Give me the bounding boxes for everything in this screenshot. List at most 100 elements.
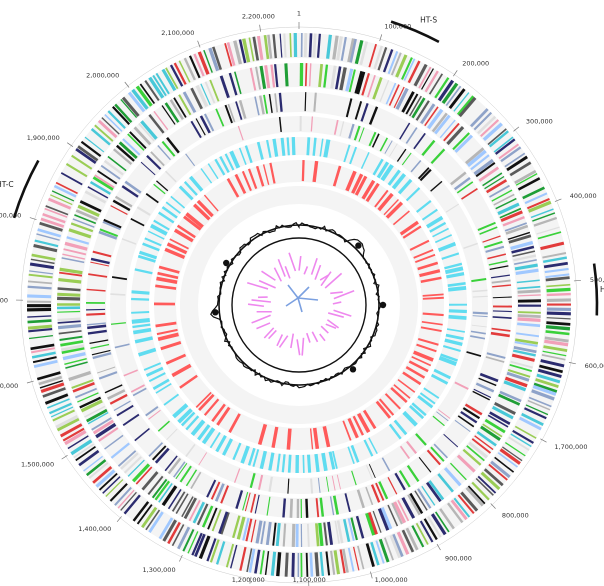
gene-mark bbox=[475, 382, 495, 393]
gene-mark bbox=[473, 158, 494, 176]
gene-mark bbox=[143, 362, 162, 371]
gene-mark bbox=[86, 408, 108, 423]
gene-mark bbox=[27, 280, 53, 285]
gene-mark bbox=[405, 527, 419, 551]
gene-mark bbox=[27, 319, 52, 324]
gene-mark bbox=[42, 212, 66, 224]
gene-mark bbox=[439, 508, 455, 530]
gene-mark bbox=[272, 138, 279, 157]
gene-mark bbox=[437, 409, 451, 419]
gene-mark bbox=[491, 327, 511, 332]
gene-mark bbox=[86, 312, 106, 316]
gene-mark bbox=[380, 164, 394, 182]
gene-mark bbox=[331, 475, 336, 491]
gene-mark bbox=[362, 409, 377, 430]
gene-mark bbox=[90, 343, 110, 350]
gene-mark bbox=[497, 452, 518, 468]
gene-mark bbox=[60, 344, 85, 352]
gene-mark bbox=[36, 233, 60, 241]
gene-mark bbox=[133, 126, 152, 146]
coordinate-label: 1,200,000 bbox=[232, 576, 265, 584]
gene-mark bbox=[330, 65, 337, 89]
gene-mark bbox=[319, 551, 325, 577]
gene-mark bbox=[27, 285, 52, 290]
gene-mark bbox=[257, 423, 268, 446]
gene-mark bbox=[336, 36, 343, 61]
gene-mark bbox=[181, 496, 194, 518]
gene-mark bbox=[436, 411, 449, 422]
gene-mark bbox=[92, 250, 112, 258]
gene-mark bbox=[63, 248, 87, 256]
gene-mark bbox=[162, 519, 178, 542]
gene-mark bbox=[157, 332, 179, 342]
gene-mark bbox=[110, 293, 126, 296]
gene-mark bbox=[34, 239, 59, 248]
gene-mark bbox=[140, 120, 158, 140]
inner-blue-mark bbox=[297, 297, 319, 301]
gene-mark bbox=[29, 270, 54, 275]
gene-mark bbox=[470, 154, 490, 171]
gene-mark bbox=[148, 372, 166, 383]
gene-mark bbox=[524, 192, 548, 205]
gene-mark bbox=[545, 325, 571, 331]
gene-mark bbox=[123, 369, 138, 377]
gene-mark bbox=[344, 493, 351, 513]
gene-mark bbox=[470, 335, 486, 340]
gene-mark bbox=[161, 140, 176, 157]
gene-mark bbox=[95, 469, 116, 488]
gene-mark bbox=[140, 161, 156, 176]
gene-mark bbox=[185, 153, 196, 167]
gene-mark bbox=[30, 343, 55, 351]
gene-mark bbox=[419, 392, 436, 405]
gene-mark bbox=[309, 428, 314, 450]
gene-mark bbox=[315, 498, 320, 518]
gene-mark bbox=[85, 459, 107, 477]
gene-mark bbox=[499, 207, 522, 219]
gene-mark bbox=[545, 273, 570, 279]
gene-mark bbox=[147, 230, 165, 240]
gene-mark bbox=[428, 73, 444, 95]
gene-mark bbox=[517, 317, 541, 323]
gene-mark bbox=[131, 310, 150, 314]
gene-mark bbox=[352, 546, 360, 571]
gene-mark bbox=[447, 502, 464, 524]
gene-mark bbox=[377, 192, 394, 212]
gene-mark bbox=[442, 345, 461, 352]
rrna-track bbox=[153, 160, 444, 450]
feature-track bbox=[110, 115, 488, 494]
gc-baseline-outer bbox=[218, 224, 380, 386]
gene-mark bbox=[437, 241, 457, 252]
gc-skew-line bbox=[210, 221, 383, 389]
gene-mark bbox=[185, 443, 196, 457]
gene-mark bbox=[100, 164, 121, 180]
gene-mark bbox=[98, 230, 118, 240]
gene-mark bbox=[355, 515, 365, 539]
gene-mark bbox=[148, 442, 164, 457]
gene-mark bbox=[87, 329, 107, 335]
gc-peak bbox=[355, 242, 362, 249]
coordinate-tick bbox=[436, 543, 441, 551]
gene-mark bbox=[533, 382, 558, 393]
gene-mark bbox=[454, 419, 471, 433]
gene-mark bbox=[176, 224, 196, 239]
gene-mark bbox=[424, 106, 439, 127]
gene-mark bbox=[203, 49, 213, 73]
gene-mark bbox=[32, 356, 57, 364]
gene-mark bbox=[77, 204, 100, 217]
gene-mark bbox=[170, 195, 186, 209]
gene-mark bbox=[268, 93, 273, 113]
gene-mark bbox=[361, 73, 370, 96]
gene-mark bbox=[368, 106, 379, 125]
gene-mark bbox=[102, 221, 121, 231]
gene-mark bbox=[463, 242, 478, 249]
gene-mark bbox=[148, 76, 165, 99]
gene-mark bbox=[348, 69, 356, 93]
gene-mark bbox=[259, 450, 268, 470]
gene-mark bbox=[73, 443, 95, 459]
gene-mark bbox=[387, 50, 399, 75]
gene-mark bbox=[282, 523, 287, 547]
gene-mark bbox=[257, 474, 264, 490]
gene-mark bbox=[104, 384, 123, 394]
gene-mark bbox=[182, 529, 195, 552]
gene-mark bbox=[120, 452, 139, 470]
